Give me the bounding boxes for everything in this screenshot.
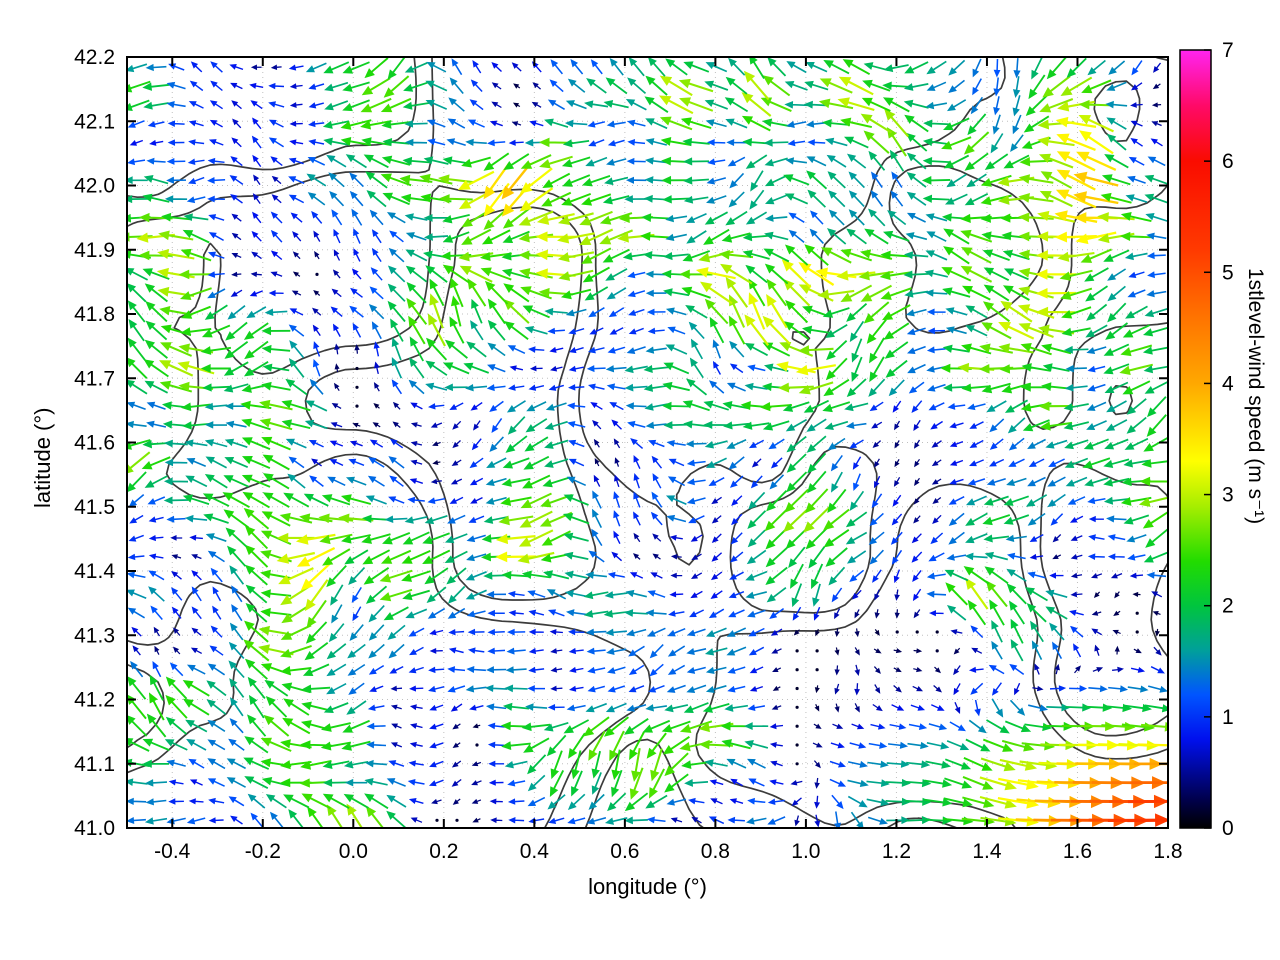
y-tick-label: 41.5 [74, 496, 115, 519]
x-tick-label: 0.4 [520, 840, 550, 863]
contour-lines [127, 57, 1168, 828]
x-tick-label: 1.8 [1153, 840, 1182, 863]
y-tick-label: 41.1 [74, 753, 115, 776]
colorbar-tick-label: 2 [1222, 595, 1234, 618]
x-tick-label: -0.4 [154, 840, 191, 863]
colorbar-tick-label: 6 [1222, 150, 1234, 173]
y-tick-label: 41.8 [74, 303, 115, 326]
colorbar-tick-label: 1 [1222, 706, 1234, 729]
x-tick-label: 1.2 [882, 840, 911, 863]
y-tick-label: 41.3 [74, 624, 115, 647]
x-tick-label: 0.8 [701, 840, 730, 863]
x-tick-label: 0.2 [429, 840, 458, 863]
y-tick-label: 42.2 [74, 46, 115, 69]
y-tick-label: 42.1 [74, 110, 115, 133]
x-tick-label: -0.2 [245, 840, 281, 863]
y-tick-label: 41.6 [74, 432, 115, 455]
y-tick-label: 41.2 [74, 689, 115, 712]
colorbar-tick-label: 7 [1222, 39, 1234, 62]
x-tick-label: 0.6 [610, 840, 639, 863]
x-axis-label: longitude (°) [588, 874, 707, 899]
colorbar-tick-label: 5 [1222, 261, 1234, 284]
y-axis-label: latitude (°) [30, 407, 55, 508]
x-tick-label: 0.0 [339, 840, 368, 863]
x-tick-label: 1.0 [791, 840, 820, 863]
x-tick-label: 1.4 [972, 840, 1002, 863]
colorbar-tick-label: 0 [1222, 817, 1234, 840]
quiver-arrows [127, 57, 1168, 828]
y-tick-label: 41.4 [74, 560, 115, 583]
colorbar-label: 1stlevel-wind speed (m s⁻¹) [1244, 268, 1267, 525]
y-tick-label: 41.7 [74, 367, 115, 390]
tick-labels: -0.4 -0.2 0.0 0.2 0.4 0.6 0.8 1.0 1.2 1.4 1.6 1.8 41… [74, 46, 1182, 863]
axis-ticks [127, 56, 1169, 829]
colorbar-tick-label: 4 [1222, 372, 1234, 395]
colorbar-tick-label: 3 [1222, 484, 1234, 507]
y-tick-label: 41.0 [74, 817, 115, 840]
y-tick-label: 42.0 [74, 175, 115, 198]
x-tick-label: 1.6 [1063, 840, 1092, 863]
y-tick-label: 41.9 [74, 239, 115, 262]
colorbar-gradient [1180, 50, 1211, 828]
colorbar-border [1179, 49, 1212, 829]
